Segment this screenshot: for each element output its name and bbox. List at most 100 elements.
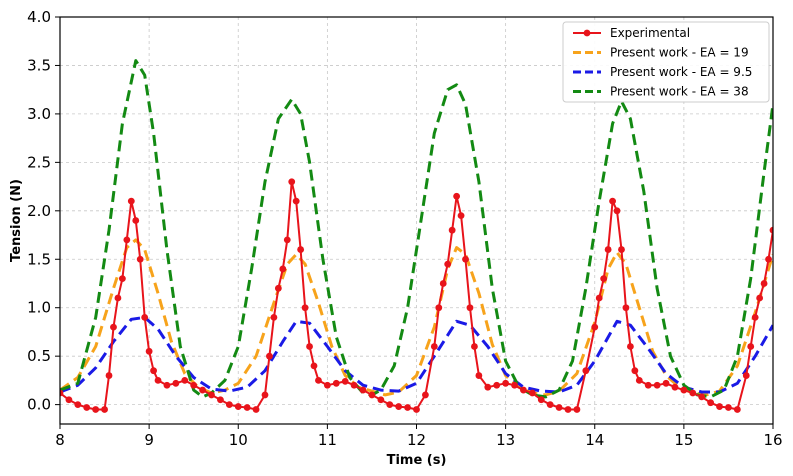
data-point — [359, 386, 367, 394]
data-point — [604, 246, 612, 253]
x-tick-label: 15 — [674, 431, 693, 449]
data-point — [123, 236, 131, 244]
series-present-work-ea-9-5 — [60, 315, 773, 394]
y-tick-label: 3.0 — [27, 105, 51, 123]
x-tick-label: 14 — [585, 431, 604, 449]
data-point — [136, 255, 144, 263]
series-layer — [60, 59, 773, 413]
x-tick-label: 12 — [407, 431, 426, 449]
data-point — [716, 403, 723, 410]
data-point — [154, 376, 162, 384]
data-point — [698, 393, 706, 401]
data-point — [453, 192, 461, 200]
data-point — [283, 236, 291, 244]
data-point — [760, 280, 768, 287]
data-point — [564, 406, 572, 413]
data-point — [127, 197, 135, 205]
data-point — [555, 404, 563, 411]
data-point — [234, 403, 242, 410]
data-point — [65, 396, 73, 404]
data-point — [252, 406, 260, 413]
data-point — [341, 377, 349, 385]
legend-item-experimental: Experimental — [573, 26, 690, 40]
data-point — [765, 255, 772, 263]
data-point — [181, 376, 189, 384]
legend-label: Experimental — [610, 26, 690, 40]
data-point — [595, 294, 603, 302]
data-point — [528, 389, 536, 397]
data-point — [644, 381, 652, 389]
data-point — [101, 406, 108, 413]
data-point — [466, 304, 474, 312]
data-point — [386, 401, 394, 409]
data-point — [511, 381, 518, 389]
data-point — [439, 280, 447, 287]
x-tick-label: 13 — [496, 431, 515, 449]
data-point — [297, 246, 305, 253]
data-point — [306, 343, 313, 350]
ticks: 8 9 10 11 12 13 14 15 16 0.0 0.5 1.0 1.5 2.0 2.5 3.0 3.5… — [27, 8, 782, 449]
data-point — [105, 372, 113, 379]
data-point — [145, 347, 153, 355]
data-point — [274, 284, 282, 292]
data-point — [225, 401, 233, 409]
data-point — [83, 404, 91, 411]
series-line-experimental — [60, 180, 773, 411]
data-point — [484, 383, 492, 391]
data-point — [613, 207, 621, 215]
data-point — [430, 343, 438, 350]
data-point — [118, 275, 126, 283]
data-point — [172, 379, 180, 387]
data-point — [462, 255, 469, 263]
data-point — [208, 391, 215, 399]
data-point — [582, 367, 590, 375]
data-point — [310, 362, 318, 370]
data-point — [74, 401, 82, 409]
data-point — [520, 386, 527, 394]
series-present-work-ea-38 — [60, 59, 773, 399]
data-point — [751, 314, 759, 321]
legend-box — [562, 21, 770, 103]
x-tick-label: 8 — [55, 431, 65, 449]
data-point — [288, 178, 296, 186]
data-point — [725, 404, 732, 411]
series-line-present-work-ea-19 — [60, 238, 773, 397]
data-point — [323, 381, 331, 389]
data-point — [653, 381, 661, 389]
series-line-present-work-ea-38 — [60, 59, 773, 399]
data-point — [114, 294, 122, 302]
data-point — [243, 404, 251, 411]
data-point — [493, 381, 501, 389]
series-line-present-work-ea-9-5 — [60, 315, 773, 394]
data-point — [475, 372, 483, 379]
x-axis-label: Time (s) — [387, 453, 447, 468]
data-point — [609, 197, 616, 205]
data-point — [689, 389, 697, 397]
data-point — [457, 212, 465, 220]
data-point — [377, 396, 385, 404]
data-point — [435, 304, 443, 312]
data-point — [448, 226, 456, 234]
legend-label: Present work - EA = 19 — [610, 46, 749, 60]
data-point — [292, 197, 300, 205]
data-point — [332, 379, 340, 387]
y-tick-label: 1.0 — [27, 299, 51, 317]
y-tick-label: 4.0 — [27, 8, 51, 26]
data-point — [502, 379, 510, 387]
legend-label: Present work - EA = 38 — [610, 85, 749, 99]
data-point — [769, 226, 773, 234]
data-point — [163, 381, 171, 389]
data-point — [635, 376, 643, 384]
x-tick-label: 10 — [229, 431, 248, 449]
data-point — [631, 367, 639, 375]
legend-item-present-work-ea-9-5: Present work - EA = 9.5 — [573, 65, 752, 79]
x-tick-label: 9 — [144, 431, 154, 449]
series-present-work-ea-19 — [60, 238, 773, 397]
data-point — [742, 372, 750, 379]
y-axis-label: Tension (N) — [9, 179, 24, 262]
data-point — [141, 314, 149, 321]
data-point — [315, 376, 322, 384]
data-point — [301, 304, 309, 312]
data-point — [350, 381, 358, 389]
